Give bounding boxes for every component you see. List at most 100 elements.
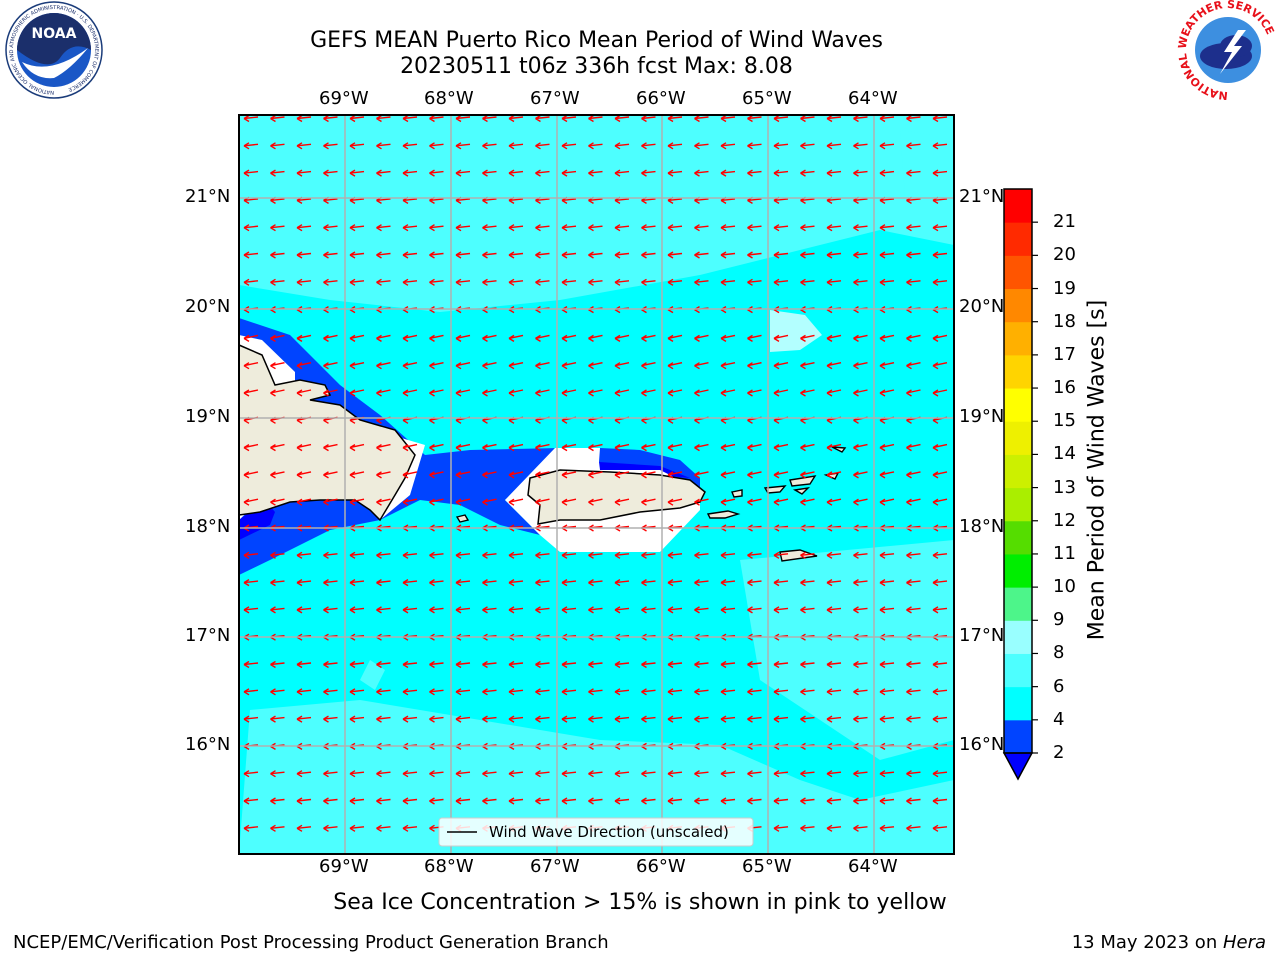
wind-wave-arrow <box>906 362 921 370</box>
wind-wave-arrow <box>614 362 630 370</box>
noaa-logo: NOAA NATIONAL OCEANIC AND ATMOSPHERIC AD… <box>5 1 103 99</box>
colorbar-block <box>1004 686 1032 721</box>
wind-wave-arrow <box>747 389 762 397</box>
wind-wave-arrow <box>879 362 895 370</box>
wind-wave-arrow <box>588 443 603 452</box>
wind-wave-arrow <box>826 142 842 150</box>
wind-wave-arrow <box>535 498 550 506</box>
wind-wave-arrow <box>243 770 259 778</box>
wind-wave-arrow <box>906 715 921 723</box>
wind-wave-arrow <box>296 278 312 286</box>
wind-wave-arrow <box>588 797 603 805</box>
wind-wave-arrow <box>402 578 418 587</box>
wind-wave-arrow <box>535 551 550 559</box>
wind-wave-arrow <box>800 443 815 452</box>
wind-wave-arrow <box>508 578 524 587</box>
wind-wave-arrow <box>296 606 312 614</box>
lat-label-left: 20°N <box>185 296 231 317</box>
wind-wave-arrow <box>270 498 285 506</box>
wind-wave-arrow <box>455 797 471 805</box>
wind-wave-arrow <box>932 334 948 343</box>
wind-wave-arrow <box>296 251 312 259</box>
wind-wave-arrow <box>402 688 418 696</box>
wind-wave-arrow <box>323 142 338 150</box>
wind-wave-arrow <box>853 443 868 452</box>
wind-wave-arrow <box>800 471 815 479</box>
wind-wave-arrow <box>641 498 656 506</box>
wind-wave-arrow <box>641 278 656 286</box>
wind-wave-arrow <box>561 362 577 370</box>
colorbar-block <box>1004 388 1032 422</box>
wind-wave-arrow <box>906 224 921 232</box>
wind-wave-arrow <box>588 224 603 232</box>
wind-wave-arrow <box>376 770 391 778</box>
wind-wave-arrow <box>270 797 285 805</box>
wind-wave-arrow <box>773 498 789 506</box>
wind-wave-arrow <box>508 770 524 778</box>
wind-wave-arrow <box>323 770 338 778</box>
wind-wave-arrow <box>402 551 418 559</box>
wind-wave-arrow <box>323 797 338 805</box>
wind-wave-arrow <box>800 797 815 805</box>
wind-wave-arrow <box>429 770 444 778</box>
colorbar-block <box>1004 620 1032 654</box>
wind-wave-arrow <box>694 334 709 343</box>
colorbar-tick-label: 18 <box>1053 310 1076 332</box>
wind-wave-arrow <box>270 334 285 343</box>
wind-wave-arrow <box>747 471 762 479</box>
wind-wave-arrow <box>270 389 285 397</box>
wind-wave-arrow <box>906 169 921 177</box>
footer-date-text: 13 May 2023 on <box>1071 932 1223 953</box>
wind-wave-arrow <box>667 606 683 614</box>
wind-wave-arrow <box>243 142 259 150</box>
wind-wave-arrow <box>667 498 683 506</box>
wind-wave-arrow <box>667 362 683 370</box>
wind-wave-arrow <box>773 389 789 397</box>
wind-wave-arrow <box>720 142 736 150</box>
wind-wave-arrow <box>429 334 444 343</box>
wind-wave-arrow <box>535 471 550 479</box>
wind-wave-arrow <box>641 606 656 614</box>
wind-wave-arrow <box>932 770 948 778</box>
wind-wave-arrow <box>323 688 338 696</box>
wind-wave-arrow <box>641 142 656 150</box>
wind-wave-arrow <box>747 770 762 778</box>
wind-wave-arrow <box>376 578 391 587</box>
colorbar-block <box>1004 288 1032 323</box>
wind-wave-arrow <box>429 715 444 723</box>
wind-wave-arrow <box>243 169 259 177</box>
wind-wave-arrow <box>720 251 736 259</box>
wind-wave-arrow <box>853 688 868 696</box>
wind-wave-arrow <box>535 278 550 286</box>
wind-wave-arrow <box>508 715 524 723</box>
wind-wave-arrow <box>932 551 948 559</box>
wind-wave-arrow <box>455 278 471 286</box>
wind-wave-arrow <box>906 443 921 452</box>
wind-wave-arrow <box>932 251 948 259</box>
wind-wave-arrow <box>482 334 497 343</box>
wind-wave-arrow <box>323 471 338 479</box>
wind-wave-arrow <box>694 389 709 397</box>
wind-wave-arrow <box>906 606 921 614</box>
wind-wave-arrow <box>800 824 815 832</box>
wind-wave-arrow <box>535 169 550 177</box>
wind-wave-arrow <box>747 443 762 452</box>
wind-wave-arrow <box>349 660 365 669</box>
wind-wave-arrow <box>641 660 656 669</box>
wind-wave-arrow <box>482 169 497 177</box>
wind-wave-arrow <box>879 551 895 559</box>
wind-wave-arrow <box>508 443 524 452</box>
wind-wave-arrow <box>535 389 550 397</box>
wind-wave-arrow <box>482 715 497 723</box>
wind-wave-arrow <box>588 770 603 778</box>
wind-wave-arrow <box>402 824 418 832</box>
wind-wave-arrow <box>402 498 418 506</box>
wind-wave-arrow <box>932 578 948 587</box>
wind-wave-arrow <box>720 715 736 723</box>
wind-wave-arrow <box>879 797 895 805</box>
wind-wave-arrow <box>853 824 868 832</box>
wind-wave-arrow <box>508 688 524 696</box>
wind-wave-arrow <box>641 169 656 177</box>
colorbar-tick-label: 20 <box>1053 244 1076 266</box>
wind-wave-arrow <box>535 362 550 370</box>
